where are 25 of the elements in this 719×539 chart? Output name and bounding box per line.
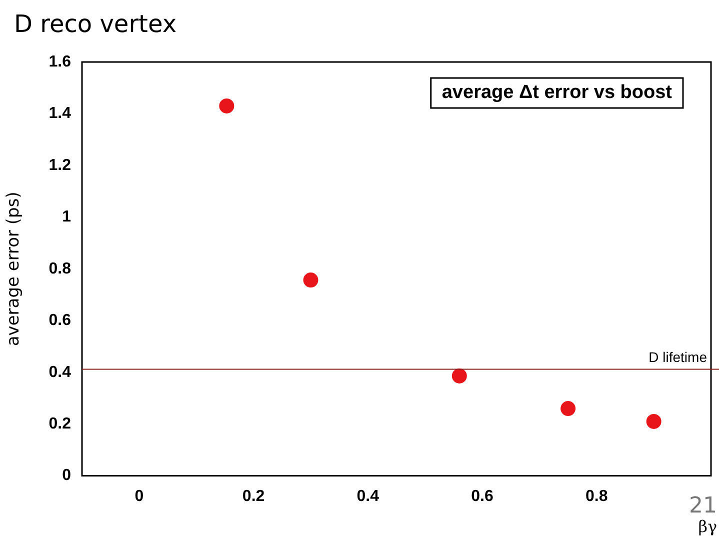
x-tick-label: 0.6: [471, 488, 494, 505]
ref-line-label: D lifetime: [648, 349, 708, 366]
point: [219, 98, 234, 114]
text: average Δt error vs boost: [442, 82, 673, 104]
x-tick-label: 0.8: [586, 488, 608, 505]
y-tick-label: 0.6: [48, 312, 72, 330]
y-tick-label: 0.2: [48, 415, 72, 432]
x-tick-label: 0.4: [356, 488, 380, 505]
y-tick-label: 0.4: [48, 364, 72, 381]
chart-title: D reco vertex: [14, 10, 177, 38]
text: 21: [689, 494, 717, 519]
y-axis-title: average error (ps): [4, 192, 24, 346]
x-axis-title: βγ: [698, 517, 717, 536]
y-tick-label: 0.8: [48, 260, 72, 278]
y-tick-label: 1.6: [48, 53, 72, 70]
y-tick-label: 0: [62, 467, 72, 484]
point: [452, 368, 467, 384]
x-tick-label: 0.2: [242, 488, 265, 505]
y-tick-label: 1.2: [48, 156, 72, 174]
x-tick-label: 0: [134, 488, 144, 505]
point: [303, 272, 318, 288]
y-tick-label: 1: [62, 208, 72, 226]
point: [646, 414, 662, 429]
y-tick-label: 1.4: [48, 105, 72, 122]
point: [560, 401, 576, 416]
